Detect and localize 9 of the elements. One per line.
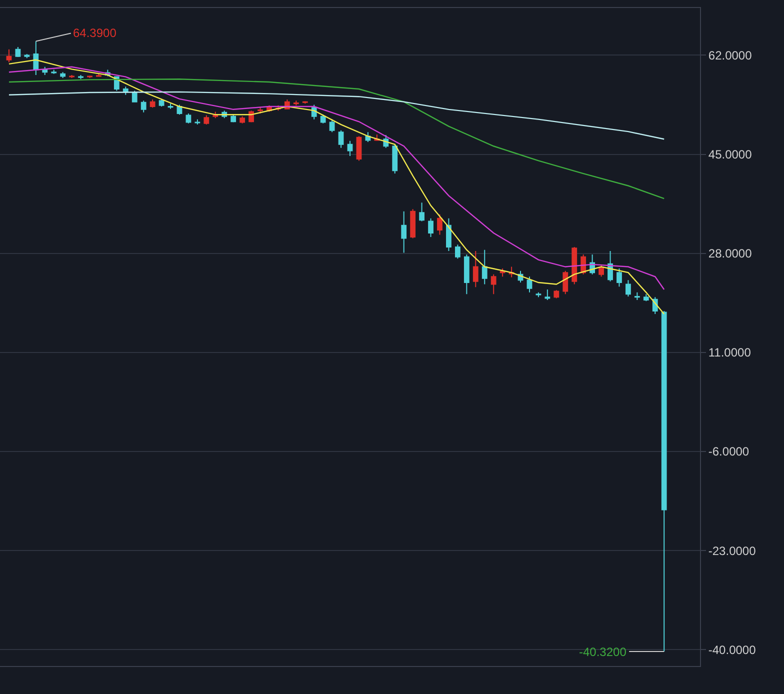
annotation: 64.3900	[73, 26, 117, 40]
y-tick-label: -40.0000	[708, 642, 756, 657]
y-tick-label: 11.0000	[708, 346, 752, 360]
y-tick-label: -6.0000	[708, 444, 750, 459]
y-tick-label: 62.0000	[708, 48, 752, 62]
y-tick-label: -23.0000	[708, 544, 756, 558]
y-tick-label: 45.0000	[708, 147, 752, 162]
y-tick-label: 28.0000	[708, 246, 752, 261]
annotation: -40.3200	[579, 645, 627, 659]
